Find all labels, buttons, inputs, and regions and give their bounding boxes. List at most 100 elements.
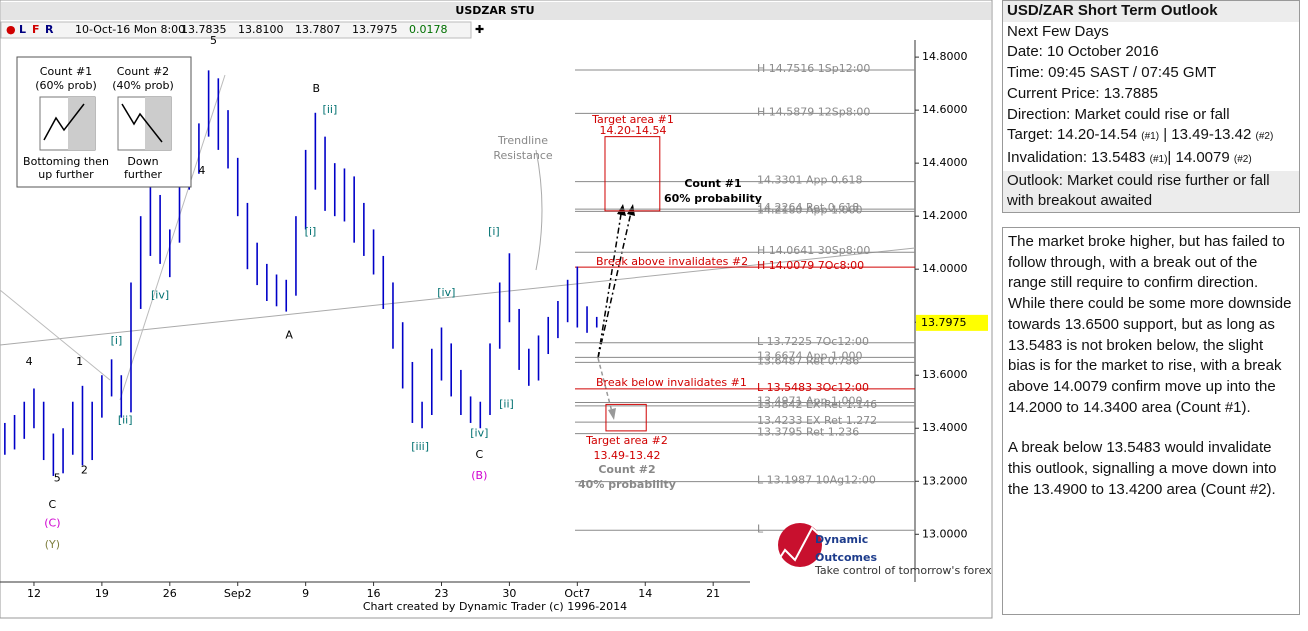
y-tick-label: 13.6000 [922, 368, 968, 381]
x-tick-label: Oct7 [564, 587, 590, 600]
wave-label: [iv] [437, 286, 455, 299]
panel-line: Next Few Days [1007, 22, 1109, 40]
price-level-label: 13.4842 EX Ret 1.146 [757, 398, 877, 411]
trendline [0, 247, 916, 346]
logo-circle [778, 523, 822, 567]
price-level-label: 13.3795 Ret 1.236 [757, 426, 859, 439]
price-level-label: 13.4233 EX Ret 1.272 [757, 414, 877, 427]
wave-label: 2 [81, 464, 88, 477]
chart: USDZAR STU ● L F R 10-Oct-16 Mon 8:0013.7835… [0, 0, 995, 619]
wave-label: [ii] [118, 413, 133, 426]
price-level-label: 13.4971 App 1.000 [757, 395, 862, 408]
legend-icon-line [121, 103, 163, 143]
wave-label: A [285, 328, 293, 341]
x-tick-label: 19 [95, 587, 109, 600]
y-tick-label: 13.2000 [922, 474, 968, 487]
logo-line [771, 526, 826, 571]
x-tick-label: 21 [706, 587, 720, 600]
legend-text: Bottoming then [23, 155, 109, 168]
wave-label: [ii] [323, 103, 338, 116]
y-tick-label: 14.2000 [922, 209, 968, 222]
price-level-label: L 13.5483 3Oc12:00 [757, 381, 869, 394]
crosshair-icon: ✚ [475, 23, 484, 36]
panel-line: Date: 10 October 2016 [1007, 43, 1159, 61]
wave-label: [iv] [470, 427, 488, 440]
legend-text: up further [38, 168, 94, 181]
text: (#2) [1255, 131, 1274, 143]
current-price-box [916, 314, 988, 331]
y-tick-label: 14.6000 [922, 103, 968, 116]
y-tick-label: 14.0000 [922, 262, 968, 275]
legend-text: Count #2 [117, 65, 169, 78]
annotation: Target area #1 [591, 113, 674, 126]
toolbar-field: 13.8100 [238, 23, 284, 36]
annotation: Target area #2 [585, 434, 668, 447]
legend-text: Down [127, 155, 158, 168]
wave-label: [i] [305, 225, 317, 238]
price-level-label: H 14.7516 1Sp12:00 [757, 62, 870, 75]
legend: Count #1 (60% prob) Bottoming then up fu… [16, 56, 192, 188]
wave-label: C [475, 448, 483, 461]
x-tick-label: 16 [367, 587, 381, 600]
toolbar-field: 10-Oct-16 Mon 8:00 [75, 23, 185, 36]
plot: 13.000013.200013.400013.600013.800014.00… [4, 34, 988, 600]
annotation: Count #1 [684, 177, 741, 190]
wave-label: 5 [210, 34, 217, 47]
wave-label: 5 [54, 472, 61, 485]
y-tick-label: 13.0000 [922, 527, 968, 540]
panel-line: Current Price: 13.7885 [1007, 84, 1158, 102]
title-bar [1, 2, 991, 20]
price-level-label: L 13.1987 10Ag12:00 [757, 474, 876, 487]
channel-line [0, 289, 111, 381]
annotation: 13.49-13.42 [594, 449, 661, 462]
wave-label: [i] [488, 225, 500, 238]
logo: Dynamic Outcomes Take control of tomorro… [771, 523, 995, 577]
count1-arrow [597, 207, 633, 359]
x-tick-label: 30 [502, 587, 516, 600]
target-zone [605, 403, 647, 432]
x-tick-label: 26 [163, 587, 177, 600]
price-level-label: 13.6674 App 1.000 [757, 349, 862, 362]
y-tick-label: 14.8000 [922, 50, 968, 63]
price-level-label: L [757, 522, 764, 535]
price-level-label: L 13.7225 7Oc12:00 [757, 335, 869, 348]
annotation: 14.20-14.54 [600, 124, 667, 137]
logo-text: Dynamic [815, 533, 868, 546]
legend-icon-shade [68, 97, 95, 150]
arrow-head [627, 204, 635, 216]
outlook-text: The market broke higher, but has failed … [1002, 227, 1300, 615]
paragraph: A break below 13.5483 would invalidate t… [1008, 439, 1277, 498]
panel-line: Time: 09:45 SAST / 07:45 GMT [1007, 64, 1217, 82]
price-level-label: 14.3301 App 0.618 [757, 174, 862, 187]
text: | 14.0079 [1167, 148, 1234, 166]
x-tick-label: 14 [638, 587, 652, 600]
legend-icon-shade [145, 97, 171, 150]
toolbar-button: F [32, 23, 40, 36]
wave-label: [iv] [151, 289, 169, 302]
annotation: Count #2 [598, 463, 655, 476]
price-level-label: H 14.0641 30Sp8:00 [757, 244, 870, 257]
wave-label: (Y) [45, 538, 60, 551]
price-level-label: H 14.5879 12Sp8:00 [757, 105, 870, 118]
text: (#1) [1141, 131, 1160, 143]
panel-line: Outlook: Market could rise further or fa… [1003, 170, 1299, 213]
wave-label: 4 [26, 355, 33, 368]
count2-arrow [597, 357, 613, 413]
legend-icon-line [43, 103, 85, 141]
chart-title: USDZAR STU [455, 4, 534, 17]
trendline-pointer [535, 149, 543, 271]
channel-line [119, 74, 226, 401]
annotation: 40% probability [578, 478, 676, 491]
panel-line: Invalidation: 13.5483 (#1)| 14.0079 (#2) [1003, 148, 1299, 171]
y-tick-label: 14.4000 [922, 156, 968, 169]
text: Target: 14.20-14.54 [1007, 126, 1142, 144]
outlook-panel: USD/ZAR Short Term Outlook Next Few Days… [1002, 0, 1300, 615]
paragraph: The market broke higher, but has failed … [1008, 233, 1292, 416]
panel-line: Target: 14.20-14.54 (#1) | 13.49-13.42 (… [1003, 125, 1299, 148]
text: Invalidation: 13.5483 [1007, 148, 1150, 166]
credit: Chart created by Dynamic Trader (c) 1996… [363, 600, 627, 613]
toolbar-field: 13.7835 [181, 23, 227, 36]
annotation: Break above invalidates #2 [596, 255, 748, 268]
legend-text: (60% prob) [35, 79, 97, 92]
